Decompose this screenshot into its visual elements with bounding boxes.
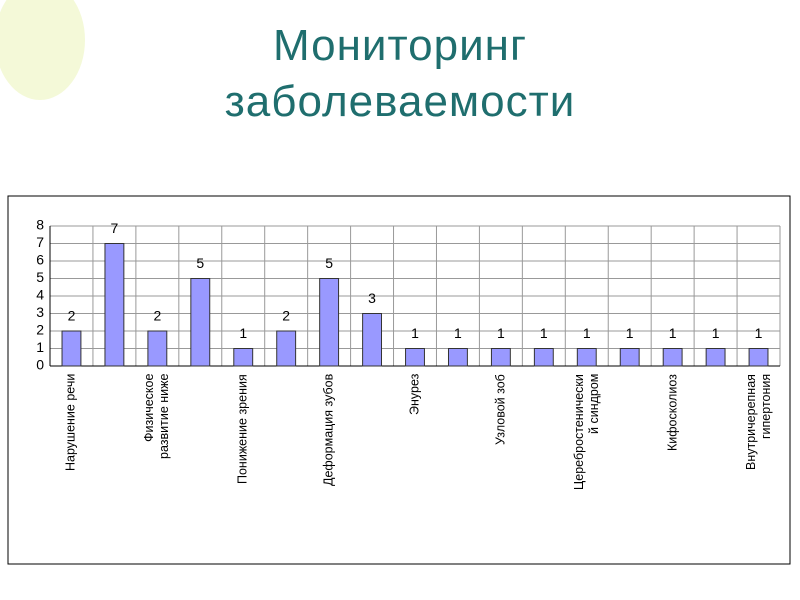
x-tick-label: Узловой зоб (493, 374, 508, 445)
value-label: 2 (282, 308, 290, 324)
x-tick-label: Энурез (407, 374, 422, 416)
y-tick-label: 8 (36, 217, 44, 233)
value-label: 3 (368, 290, 376, 306)
y-tick-label: 1 (36, 339, 44, 355)
bar (61, 330, 82, 367)
bar (233, 348, 254, 367)
y-tick-label: 7 (36, 234, 44, 250)
x-tick-label: Нарушение речи (63, 374, 78, 472)
bar (490, 348, 511, 367)
x-tick-label: Понижение зрения (235, 374, 250, 484)
y-tick-label: 6 (36, 252, 44, 268)
value-label: 1 (497, 325, 505, 341)
x-tick-label: Кифосколиоз (665, 374, 680, 451)
y-tick-label: 4 (36, 287, 44, 303)
chart-frame (7, 195, 791, 565)
x-tick-label: Церебростенически й синдром (571, 374, 601, 490)
chart-title: Мониторинг заболеваемости (224, 21, 576, 126)
bar (190, 278, 211, 367)
decoration (0, 0, 85, 100)
value-label: 7 (111, 220, 119, 236)
value-label: 1 (669, 325, 677, 341)
value-label: 1 (411, 325, 419, 341)
bar (662, 348, 683, 367)
bar (748, 348, 769, 367)
value-label: 2 (68, 308, 76, 324)
value-label: 1 (454, 325, 462, 341)
x-tick-label: Физическое развитие ниже (142, 374, 172, 460)
bar (447, 348, 468, 367)
x-tick-label: Деформация зубов (321, 374, 336, 487)
value-label: 1 (626, 325, 634, 341)
y-tick-label: 5 (36, 269, 44, 285)
bar (405, 348, 425, 367)
bar (362, 313, 383, 367)
x-tick-label: Внутричерепная гипертония (743, 374, 773, 470)
value-label: 1 (712, 325, 720, 341)
y-tick-label: 3 (36, 304, 44, 320)
bar (619, 348, 640, 367)
value-label: 1 (239, 325, 247, 341)
bar (705, 348, 726, 367)
y-tick-label: 2 (36, 322, 44, 338)
bar (276, 330, 297, 367)
bar (104, 243, 125, 367)
bar (319, 278, 340, 367)
value-label: 1 (540, 325, 548, 341)
value-label: 5 (325, 255, 333, 271)
value-label: 5 (196, 255, 204, 271)
value-label: 1 (583, 325, 591, 341)
bar (147, 330, 168, 367)
y-tick-label: 0 (36, 357, 44, 373)
value-label: 2 (153, 308, 161, 324)
value-label: 1 (755, 325, 763, 341)
bar (576, 348, 597, 367)
bar (533, 348, 554, 367)
